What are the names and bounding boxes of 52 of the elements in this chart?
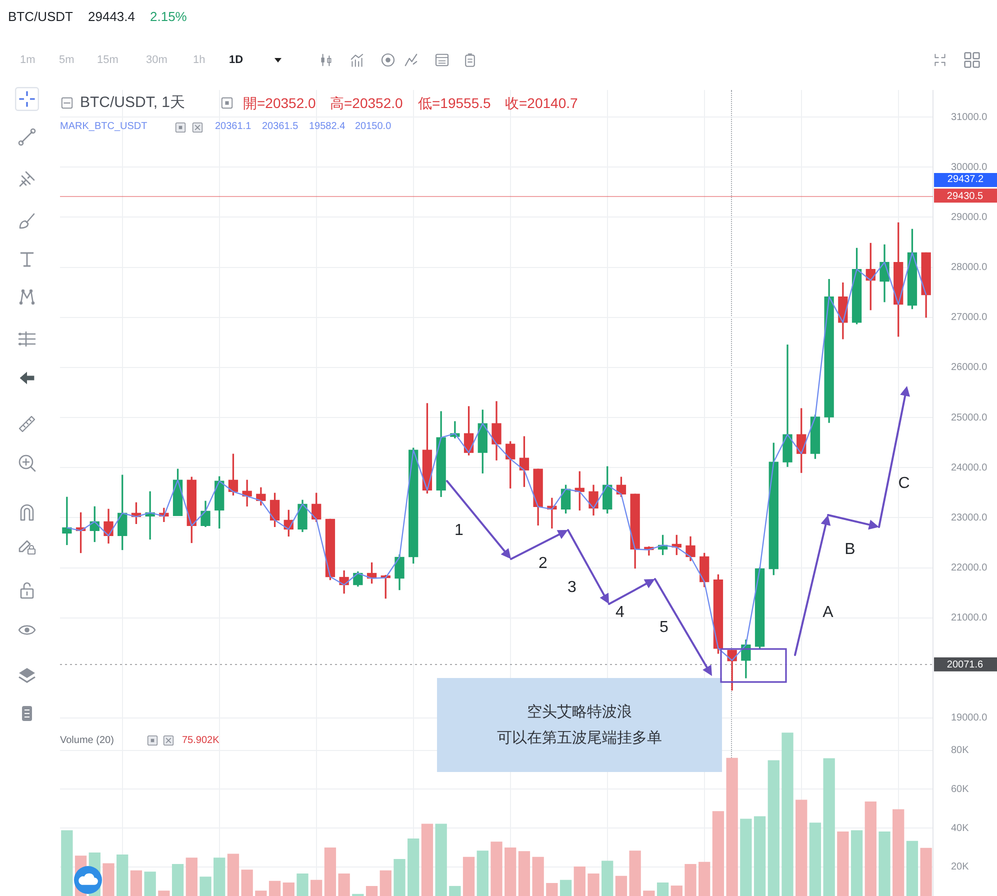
- text: BTC/USDT: [8, 9, 73, 25]
- y-tick-label: 19000.0: [951, 712, 988, 724]
- text: 29437.2: [934, 173, 997, 187]
- annotation: 5: [660, 618, 668, 638]
- annotation: 19582.4: [309, 121, 346, 132]
- candlestick: [62, 496, 72, 546]
- annotation: 可以在第五波尾端挂多单: [497, 729, 662, 747]
- annotation: 2: [538, 554, 548, 574]
- text: MARK_BTC_USDT: [60, 121, 148, 132]
- y-tick-label: 80K: [951, 745, 970, 756]
- y-tick-label: 40K: [951, 822, 970, 834]
- annotation: B: [844, 540, 856, 560]
- annotation: 20150.0: [355, 121, 392, 132]
- annotation: 收=20140.7: [505, 95, 578, 112]
- annotation: C: [898, 474, 910, 494]
- annotation: 空头艾略特波浪: [527, 703, 632, 721]
- y-tick-label: 25000.0: [951, 412, 988, 424]
- text: 15m: [97, 54, 118, 67]
- y-tick-label: 20K: [951, 862, 970, 873]
- annotation: 低=19555.5: [418, 95, 491, 112]
- annotation: 1: [454, 522, 464, 540]
- ref-line-label: 29430.5: [946, 190, 984, 202]
- annotation: 20361.5: [262, 121, 298, 132]
- y-tick-label: 24000.0: [951, 462, 988, 474]
- y-tick-label: 26000.0: [951, 362, 988, 374]
- text: 1h: [193, 54, 206, 67]
- text: 30m: [146, 54, 168, 67]
- annotation: 3: [568, 578, 576, 598]
- y-tick-label: 22000.0: [951, 562, 988, 574]
- text: 1D: [229, 54, 244, 67]
- annotation: 75.902K: [182, 735, 220, 746]
- annotation: 4: [616, 604, 624, 622]
- chart-title: BTC/USDT, 1天: [80, 94, 186, 112]
- annotation: A: [822, 604, 834, 622]
- ref-line-label: 20071.6: [946, 660, 984, 671]
- text: 1m: [20, 54, 36, 67]
- y-tick-label: 27000.0: [951, 312, 988, 324]
- y-tick-label: 60K: [951, 784, 970, 795]
- y-tick-label: 30000.0: [951, 162, 988, 173]
- annotation: 開=20352.0: [243, 95, 316, 112]
- y-tick-label: 28000.0: [951, 262, 988, 274]
- y-tick-label: 21000.0: [951, 612, 988, 624]
- candlestick: [782, 344, 792, 467]
- text: 2.15%: [150, 9, 187, 25]
- y-tick-label: 29000.0: [951, 212, 988, 223]
- y-tick-label: 31000.0: [951, 112, 988, 123]
- annotation: 高=20352.0: [330, 95, 403, 112]
- y-tick-label: 23000.0: [951, 512, 988, 524]
- annotation: 20361.1: [215, 121, 252, 132]
- text: 29443.4: [88, 9, 135, 25]
- text: Volume (20): [60, 735, 114, 746]
- text: 5m: [59, 54, 74, 67]
